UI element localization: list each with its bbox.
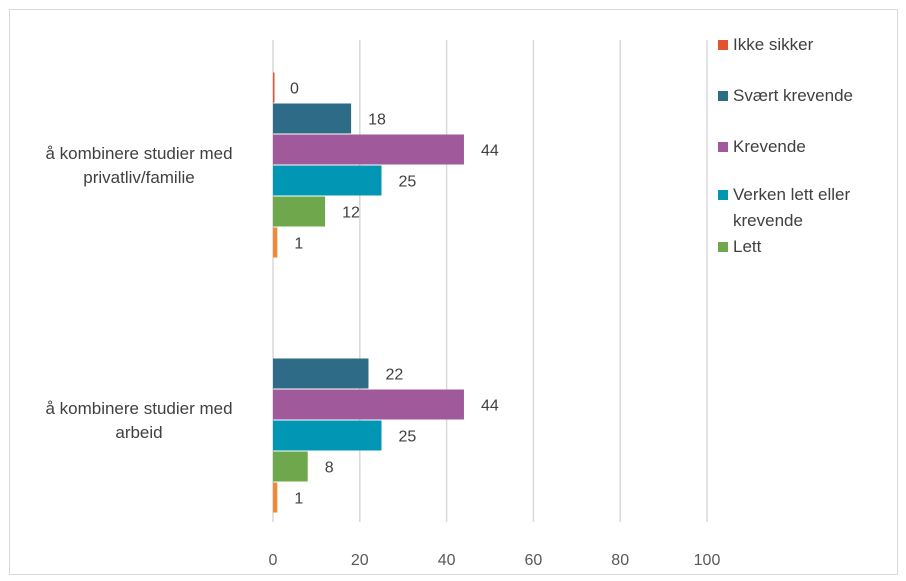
bar: [273, 196, 326, 227]
x-tick-label: 60: [525, 552, 543, 569]
data-label: 0: [290, 81, 299, 98]
legend-swatch: [718, 242, 728, 252]
legend-label: Lett: [733, 237, 762, 256]
category-label: å kombinere studier med arbeid: [45, 399, 232, 442]
x-tick-label: 40: [438, 552, 456, 569]
bar: [273, 103, 352, 134]
legend-swatch: [718, 142, 728, 152]
data-label: 18: [368, 112, 386, 129]
bar: [273, 482, 278, 513]
x-tick-label: 100: [694, 552, 721, 569]
x-axis-ticks: 0 20 40 60 80 100: [269, 552, 721, 569]
legend-label: Verken lett eller krevende: [733, 185, 851, 230]
legend-swatch: [718, 91, 728, 101]
data-label: 1: [294, 491, 303, 508]
legend: Ikke sikker Svært krevende Krevende Verken …: [718, 35, 853, 256]
bars: [273, 72, 464, 513]
x-tick-label: 80: [611, 552, 629, 569]
category-label-line: arbeid: [115, 423, 162, 442]
x-tick-label: 20: [351, 552, 369, 569]
category-labels: å kombinere studier med privatliv/familie…: [45, 144, 232, 442]
category-label: å kombinere studier med privatliv/familie: [45, 144, 232, 187]
legend-label-line: Krevende: [733, 137, 806, 156]
bar: [273, 227, 278, 258]
bar: [273, 165, 382, 196]
x-tick-label: 0: [269, 552, 278, 569]
bar-chart: 0 18 44 25 12 1 22 44 25 8 1 å kombinere studier m…: [45, 35, 853, 569]
legend-swatch: [718, 190, 728, 200]
data-label: 22: [385, 367, 403, 384]
category-label-line: å kombinere studier med: [45, 144, 232, 163]
data-label: 1: [294, 236, 303, 253]
legend-label: Krevende: [733, 137, 806, 156]
legend-label: Svært krevende: [733, 86, 853, 105]
category-label-line: å kombinere studier med: [45, 399, 232, 418]
bar: [273, 389, 464, 420]
legend-label: Ikke sikker: [733, 35, 814, 54]
category-label-line: privatliv/familie: [83, 168, 194, 187]
legend-label-line: Ikke sikker: [733, 35, 814, 54]
legend-label-line: krevende: [733, 211, 803, 230]
bar: [273, 358, 369, 389]
legend-swatch: [718, 40, 728, 50]
data-labels: 0 18 44 25 12 1 22 44 25 8 1: [290, 81, 499, 508]
bar: [273, 72, 275, 103]
data-label: 25: [399, 174, 417, 191]
legend-label-line: Svært krevende: [733, 86, 853, 105]
data-label: 25: [399, 429, 417, 446]
data-label: 44: [481, 398, 499, 415]
bar: [273, 451, 308, 482]
bar: [273, 134, 464, 165]
bar: [273, 420, 382, 451]
chart-frame: 0 18 44 25 12 1 22 44 25 8 1 å kombinere studier m…: [9, 9, 898, 575]
legend-label-line: Verken lett eller: [733, 185, 851, 204]
data-label: 8: [325, 460, 334, 477]
legend-label-line: Lett: [733, 237, 762, 256]
data-label: 12: [342, 205, 360, 222]
data-label: 44: [481, 143, 499, 160]
